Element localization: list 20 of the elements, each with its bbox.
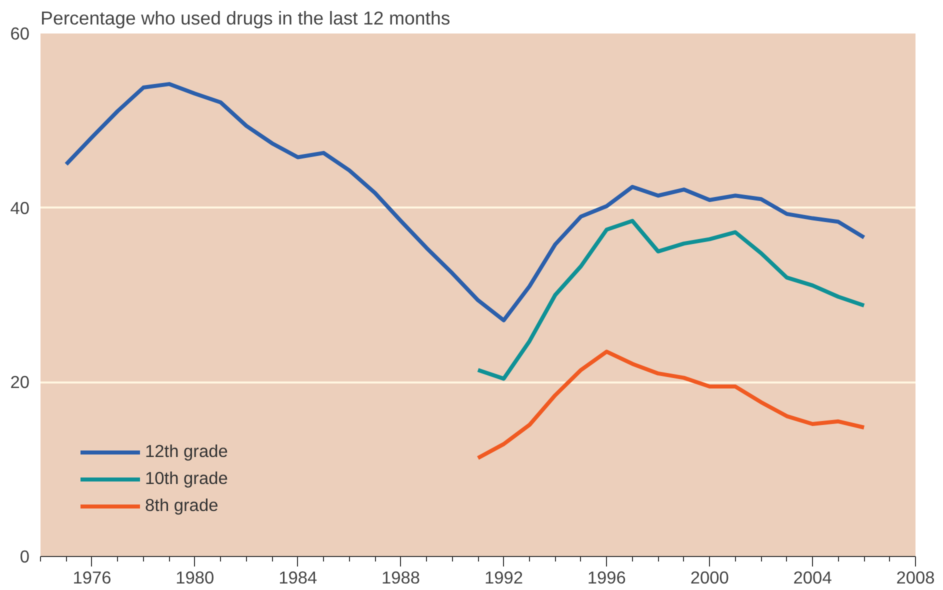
- legend-label: 8th grade: [145, 495, 218, 516]
- x-tick-label: 2000: [690, 568, 729, 588]
- x-tick-label: 2004: [793, 568, 832, 588]
- legend-label: 10th grade: [145, 468, 228, 489]
- x-tick-label: 1976: [72, 568, 112, 588]
- x-tick-label: 1996: [587, 568, 626, 588]
- line-series: [476, 218, 866, 381]
- legend-label: 12th grade: [145, 441, 228, 462]
- x-tick-label: 2008: [896, 568, 935, 588]
- y-tick-label: 40: [10, 198, 30, 218]
- x-tick-label: 1992: [484, 568, 524, 588]
- x-tick-label: 1984: [278, 568, 318, 588]
- x-tick-label: 1988: [382, 568, 420, 588]
- line-series: [476, 350, 866, 460]
- y-tick-label: 60: [10, 24, 30, 44]
- chart-title: Percentage who used drugs in the last 12 months: [40, 8, 450, 28]
- x-tick-label: 1980: [176, 568, 214, 588]
- y-tick-label: 20: [10, 372, 30, 392]
- line-series: [64, 82, 866, 322]
- y-tick-label: 0: [20, 546, 30, 566]
